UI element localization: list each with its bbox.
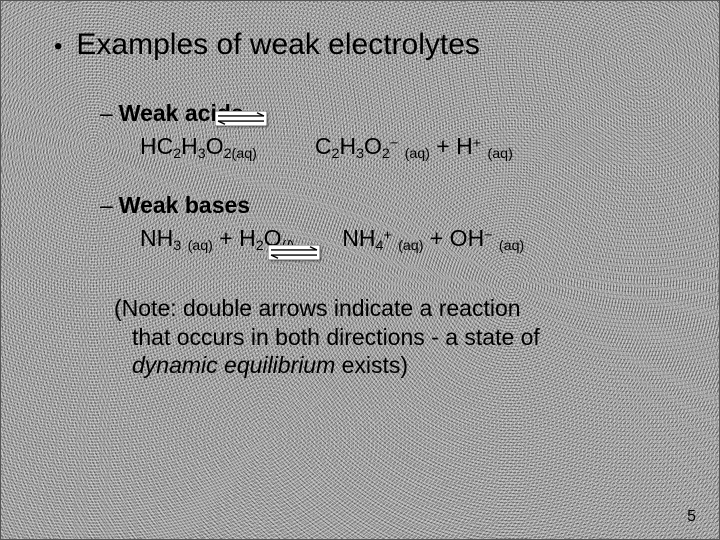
bases-rhs: NH4+ (aq) + OH− (aq): [342, 225, 524, 251]
weak-bases-heading: –Weak bases: [100, 192, 690, 219]
equilibrium-arrow-icon: [215, 111, 267, 126]
bullet-dot-icon: •: [54, 32, 62, 62]
acids-lhs: HC2H3O2(aq): [140, 133, 257, 159]
weak-acids-heading: –Weak acids: [100, 100, 690, 127]
weak-acids-equation: HC2H3O2(aq) C2H3O2− (aq) + H+ (aq): [140, 133, 690, 162]
equilibrium-note: (Note: double arrows indicate a reaction…: [114, 294, 630, 380]
weak-bases-equation: NH3 (aq) + H2O(l)NH4+ (aq) + OH− (aq): [140, 225, 690, 254]
page-number: 5: [687, 508, 696, 526]
title-bullet: • Examples of weak electrolytes: [54, 28, 690, 62]
dash-icon: –: [100, 100, 113, 126]
slide-content: • Examples of weak electrolytes –Weak ac…: [0, 0, 720, 380]
dash-icon: –: [100, 192, 113, 218]
acids-rhs: C2H3O2− (aq) + H+ (aq): [315, 133, 513, 159]
equilibrium-arrow-icon: [268, 245, 320, 260]
slide-title: Examples of weak electrolytes: [76, 28, 480, 62]
